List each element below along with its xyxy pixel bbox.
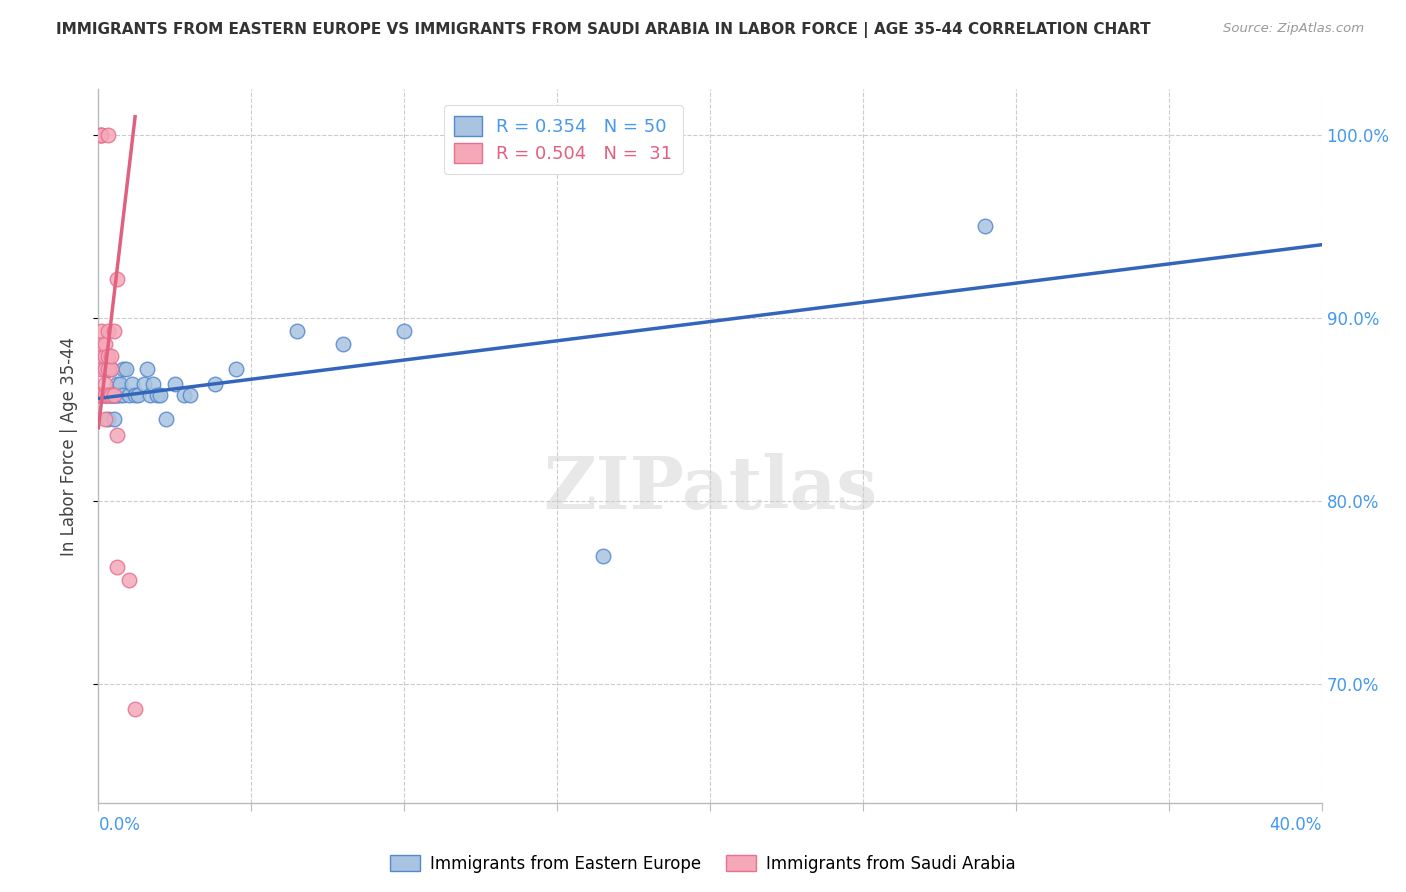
Point — [93, 336, 115, 351]
Point — [97, 128, 120, 142]
Point — [97, 362, 120, 376]
Point — [179, 388, 201, 402]
Point — [149, 388, 172, 402]
Text: IMMIGRANTS FROM EASTERN EUROPE VS IMMIGRANTS FROM SAUDI ARABIA IN LABOR FORCE | : IMMIGRANTS FROM EASTERN EUROPE VS IMMIGR… — [56, 22, 1152, 38]
Point — [118, 388, 141, 402]
Point — [97, 362, 120, 376]
Point — [93, 362, 115, 376]
Legend: Immigrants from Eastern Europe, Immigrants from Saudi Arabia: Immigrants from Eastern Europe, Immigran… — [384, 848, 1022, 880]
Point — [105, 272, 128, 286]
Point — [592, 549, 614, 563]
Point — [100, 388, 122, 402]
Point — [90, 128, 112, 142]
Point — [105, 376, 128, 391]
Point — [100, 388, 122, 402]
Point — [103, 324, 125, 338]
Point — [90, 388, 112, 402]
Point — [124, 388, 146, 402]
Point — [100, 362, 122, 376]
Point — [103, 388, 125, 402]
Point — [127, 388, 149, 402]
Point — [90, 388, 112, 402]
Point — [103, 388, 125, 402]
Text: Source: ZipAtlas.com: Source: ZipAtlas.com — [1223, 22, 1364, 36]
Point — [97, 324, 120, 338]
Point — [93, 376, 115, 391]
Point — [155, 411, 177, 425]
Point — [93, 411, 115, 425]
Point — [90, 128, 112, 142]
Point — [108, 388, 131, 402]
Point — [173, 388, 195, 402]
Point — [97, 388, 120, 402]
Point — [90, 388, 112, 402]
Point — [118, 573, 141, 587]
Point — [93, 388, 115, 402]
Point — [97, 362, 120, 376]
Point — [97, 388, 120, 402]
Point — [93, 388, 115, 402]
Point — [121, 376, 143, 391]
Point — [136, 362, 159, 376]
Point — [134, 376, 156, 391]
Y-axis label: In Labor Force | Age 35-44: In Labor Force | Age 35-44 — [59, 336, 77, 556]
Point — [93, 362, 115, 376]
Point — [392, 324, 416, 338]
Point — [225, 362, 247, 376]
Point — [204, 376, 226, 391]
Point — [332, 336, 354, 351]
Point — [285, 324, 308, 338]
Point — [97, 388, 120, 402]
Point — [100, 349, 122, 363]
Point — [93, 388, 115, 402]
Point — [100, 388, 122, 402]
Point — [90, 336, 112, 351]
Legend: R = 0.354   N = 50, R = 0.504   N =  31: R = 0.354 N = 50, R = 0.504 N = 31 — [443, 105, 683, 174]
Point — [89, 388, 111, 402]
Point — [115, 362, 138, 376]
Point — [139, 388, 162, 402]
Point — [93, 388, 115, 402]
Text: ZIPatlas: ZIPatlas — [543, 453, 877, 524]
Point — [97, 349, 120, 363]
Point — [103, 388, 125, 402]
Point — [974, 219, 997, 234]
Point — [105, 388, 128, 402]
Point — [97, 411, 120, 425]
Point — [93, 349, 115, 363]
Point — [145, 388, 167, 402]
Point — [105, 428, 128, 442]
Text: 40.0%: 40.0% — [1270, 816, 1322, 834]
Point — [97, 362, 120, 376]
Point — [111, 388, 134, 402]
Point — [124, 702, 146, 716]
Point — [90, 349, 112, 363]
Point — [142, 376, 165, 391]
Point — [100, 388, 122, 402]
Point — [111, 362, 134, 376]
Point — [90, 128, 112, 142]
Point — [90, 362, 112, 376]
Point — [93, 388, 115, 402]
Text: 0.0%: 0.0% — [98, 816, 141, 834]
Point — [163, 376, 186, 391]
Point — [103, 388, 125, 402]
Point — [105, 559, 128, 574]
Point — [105, 388, 128, 402]
Point — [103, 411, 125, 425]
Point — [90, 388, 112, 402]
Point — [108, 376, 131, 391]
Point — [100, 362, 122, 376]
Point — [90, 324, 112, 338]
